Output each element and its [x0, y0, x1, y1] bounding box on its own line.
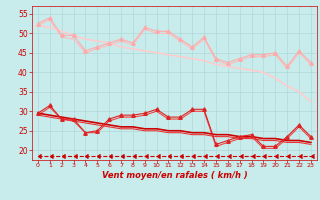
X-axis label: Vent moyen/en rafales ( km/h ): Vent moyen/en rafales ( km/h ): [101, 171, 247, 180]
